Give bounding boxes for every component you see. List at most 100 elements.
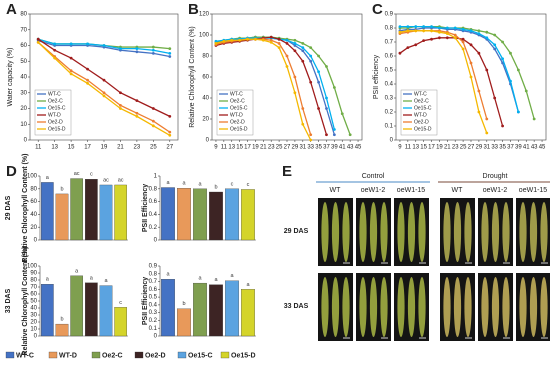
x-tick-label: 39 (331, 145, 338, 151)
leaf (321, 277, 329, 337)
point (509, 51, 512, 55)
bar (209, 284, 223, 337)
point (119, 103, 122, 107)
x-tick-label: 11 (35, 145, 42, 151)
bar (193, 282, 207, 337)
legend-label: Oe2-C (414, 98, 429, 104)
bar (241, 289, 255, 337)
x-tick-label: 31 (299, 145, 306, 151)
y-tick-label: 50 (30, 299, 37, 305)
leaf (331, 202, 340, 262)
point (135, 50, 139, 54)
point (398, 51, 402, 55)
point (406, 46, 410, 49)
point (406, 29, 410, 33)
x-tick-label: 17 (244, 145, 251, 151)
point (430, 29, 433, 33)
point (477, 29, 481, 33)
row-label: 33 DAS (5, 288, 12, 313)
panel-label: A (6, 1, 17, 18)
x-tick-label: 17 (428, 145, 435, 151)
y-tick-label: 40 (30, 306, 37, 312)
x-tick-label: 15 (420, 145, 427, 151)
point (501, 40, 504, 44)
column-label: WT (452, 187, 464, 194)
point (301, 59, 305, 63)
y-tick-label: 30 (30, 313, 37, 319)
leaf (418, 202, 426, 262)
point (485, 131, 489, 135)
point (414, 25, 418, 28)
y-axis-label: PSII efficiency (373, 54, 380, 99)
legend-label: Oe2-D (414, 119, 429, 125)
x-tick-label: 11 (221, 145, 228, 151)
significance-letter: ac (103, 177, 109, 183)
point (309, 138, 313, 142)
y-tick-label: 0.2 (149, 225, 158, 231)
point (493, 96, 497, 100)
series-line (399, 25, 519, 113)
legend-label: Oe2-D (48, 119, 63, 125)
bar (85, 179, 98, 241)
significance-letter: a (90, 275, 94, 281)
point (493, 33, 497, 37)
y-tick-label: 0.2 (149, 318, 158, 324)
point (532, 117, 536, 121)
significance-letter: a (198, 276, 202, 282)
point (285, 42, 289, 45)
y-tick-label: 0.7 (385, 40, 394, 46)
point (414, 29, 418, 33)
legend-label: Oe2-C (102, 352, 123, 359)
significance-letter: c (231, 181, 234, 187)
point (317, 107, 320, 110)
y-tick-label: 120 (199, 12, 210, 18)
bar (41, 284, 54, 337)
point (332, 128, 336, 131)
point (422, 39, 426, 42)
legend-swatch (177, 351, 187, 359)
y-tick-label: 20 (20, 106, 27, 112)
point (214, 42, 218, 45)
row-label: 29 DAS (5, 195, 12, 220)
y-tick-label: 0.4 (385, 82, 394, 88)
point (501, 57, 504, 61)
y-tick-label: 0.1 (149, 326, 158, 332)
y-tick-label: 40 (30, 212, 37, 218)
x-tick-label: 27 (166, 145, 173, 151)
point (135, 99, 139, 103)
legend-label: Oe15-D (414, 126, 432, 132)
point (214, 39, 218, 43)
significance-letter: a (46, 175, 50, 181)
point (469, 43, 473, 47)
point (168, 47, 172, 51)
x-tick-label: 11 (405, 145, 412, 151)
panel-label: C (372, 1, 383, 18)
legend-label: Oe15-C (48, 105, 66, 111)
y-tick-label: 40 (202, 96, 209, 102)
point (445, 32, 449, 35)
x-tick-label: 25 (150, 145, 157, 151)
y-tick-label: 90 (30, 271, 37, 277)
point (168, 114, 172, 118)
x-tick-label: 35 (315, 145, 322, 151)
x-tick-label: 21 (260, 145, 267, 151)
y-tick-label: 40 (20, 75, 27, 81)
leaf (443, 277, 451, 337)
point (309, 46, 313, 49)
point (102, 44, 106, 47)
legend-box (34, 89, 72, 136)
point (86, 42, 89, 46)
legend-label: WT-D (48, 112, 61, 118)
point (485, 68, 489, 72)
point (69, 72, 73, 76)
point (135, 47, 139, 51)
y-tick-label: 60 (20, 43, 27, 49)
y-tick-label: 50 (20, 59, 27, 65)
leaf (359, 202, 367, 262)
point (309, 59, 313, 63)
point (398, 25, 402, 28)
y-tick-label: 0 (154, 334, 158, 340)
point (414, 43, 418, 47)
point (277, 42, 281, 45)
x-tick-label: 43 (531, 145, 538, 151)
